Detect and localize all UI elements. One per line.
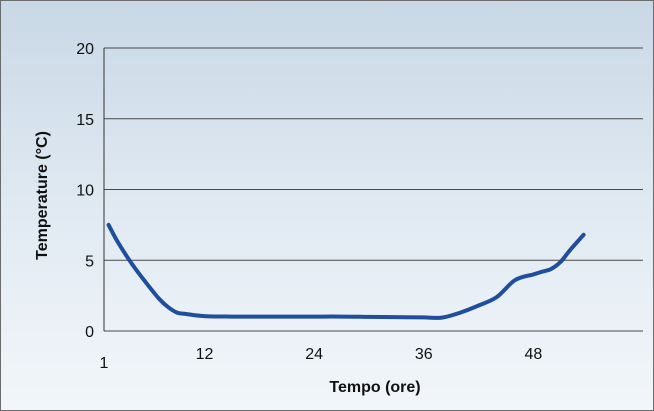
y-tick-label: 5 bbox=[85, 253, 94, 270]
y-tick-labels: 0 5 10 15 20 bbox=[76, 41, 94, 341]
x-tick-label: 48 bbox=[524, 346, 542, 363]
x-tick-label: 36 bbox=[415, 346, 433, 363]
x-tick-labels: 1 12 24 36 48 bbox=[100, 346, 543, 372]
y-tick-label: 20 bbox=[76, 41, 94, 58]
y-tick-label: 0 bbox=[85, 324, 94, 341]
x-tick-label: 24 bbox=[305, 346, 323, 363]
x-axis-title: Tempo (ore) bbox=[329, 379, 420, 396]
x-tick-label: 1 bbox=[100, 355, 109, 372]
y-axis-title: Temperature (°C) bbox=[34, 131, 51, 260]
y-tick-label: 15 bbox=[76, 112, 94, 129]
y-tick-label: 10 bbox=[76, 183, 94, 200]
x-tick-label: 12 bbox=[196, 346, 214, 363]
temperature-series-line bbox=[106, 222, 586, 320]
grid-lines bbox=[104, 47, 643, 332]
